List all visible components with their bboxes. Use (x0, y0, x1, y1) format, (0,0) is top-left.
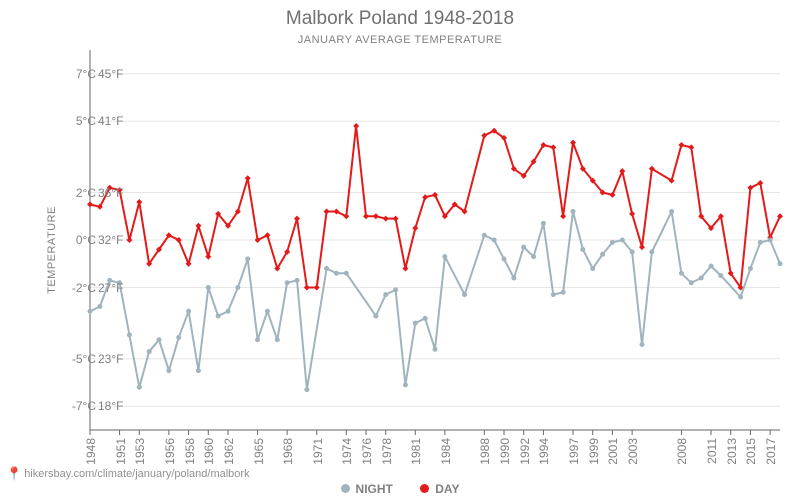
plot-area (90, 50, 780, 430)
xtick-label: 1948 (84, 438, 98, 465)
ytick-fahrenheit: 32°F (98, 233, 123, 247)
xtick-label: 2008 (675, 438, 689, 465)
ytick-fahrenheit: 27°F (98, 281, 123, 295)
ytick-celsius: 0°C (76, 233, 96, 247)
xtick-label: 1951 (114, 438, 128, 465)
xtick-label: 1968 (281, 438, 295, 465)
legend-label-night: NIGHT (356, 482, 393, 496)
legend-label-day: DAY (435, 482, 459, 496)
location-pin-icon: 📍 (6, 466, 22, 482)
xtick-label: 1999 (587, 438, 601, 465)
ytick-celsius: -5°C (72, 352, 96, 366)
xtick-label: 1960 (202, 438, 216, 465)
legend-item-day: DAY (420, 482, 459, 496)
xtick-label: 2015 (744, 438, 758, 465)
chart-subtitle: JANUARY AVERAGE TEMPERATURE (0, 34, 800, 46)
ytick-celsius: -7°C (72, 399, 96, 413)
xtick-label: 2001 (606, 438, 620, 465)
ytick-fahrenheit: 18°F (98, 399, 123, 413)
xtick-label: 1988 (478, 438, 492, 465)
ytick-fahrenheit: 41°F (98, 114, 123, 128)
y-axis-label: TEMPERATURE (46, 206, 58, 294)
xtick-label: 1953 (133, 438, 147, 465)
ytick-celsius: -2°C (72, 281, 96, 295)
legend-dot-night (341, 484, 350, 493)
chart-container: Malbork Poland 1948-2018 JANUARY AVERAGE… (0, 0, 800, 500)
xtick-label: 1958 (183, 438, 197, 465)
xtick-label: 1981 (409, 438, 423, 465)
chart-title: Malbork Poland 1948-2018 (0, 8, 800, 30)
xtick-label: 1956 (163, 438, 177, 465)
xtick-label: 1978 (380, 438, 394, 465)
xtick-label: 2013 (725, 438, 739, 465)
legend: NIGHT DAY (0, 482, 800, 497)
xtick-label: 2017 (764, 438, 778, 465)
ytick-celsius: 2°C (76, 186, 96, 200)
xtick-label: 1965 (252, 438, 266, 465)
chart-svg (90, 50, 780, 430)
ytick-fahrenheit: 36°F (98, 186, 123, 200)
ytick-fahrenheit: 23°F (98, 352, 123, 366)
source-attribution: 📍 hikersbay.com/climate/january/poland/m… (6, 466, 250, 482)
xtick-label: 1962 (222, 438, 236, 465)
xtick-label: 1990 (498, 438, 512, 465)
ytick-celsius: 7°C (76, 67, 96, 81)
xtick-label: 1974 (340, 438, 354, 465)
xtick-label: 2011 (705, 438, 719, 464)
xtick-label: 1994 (537, 438, 551, 465)
legend-item-night: NIGHT (341, 482, 393, 496)
xtick-label: 1992 (518, 438, 532, 465)
ytick-celsius: 5°C (76, 114, 96, 128)
xtick-label: 2003 (626, 438, 640, 465)
ytick-fahrenheit: 45°F (98, 67, 123, 81)
xtick-label: 1971 (311, 438, 325, 465)
xtick-label: 1984 (439, 438, 453, 465)
legend-dot-day (420, 484, 429, 493)
source-url: hikersbay.com/climate/january/poland/mal… (24, 468, 249, 480)
xtick-label: 1976 (360, 438, 374, 465)
xtick-label: 1997 (567, 438, 581, 465)
